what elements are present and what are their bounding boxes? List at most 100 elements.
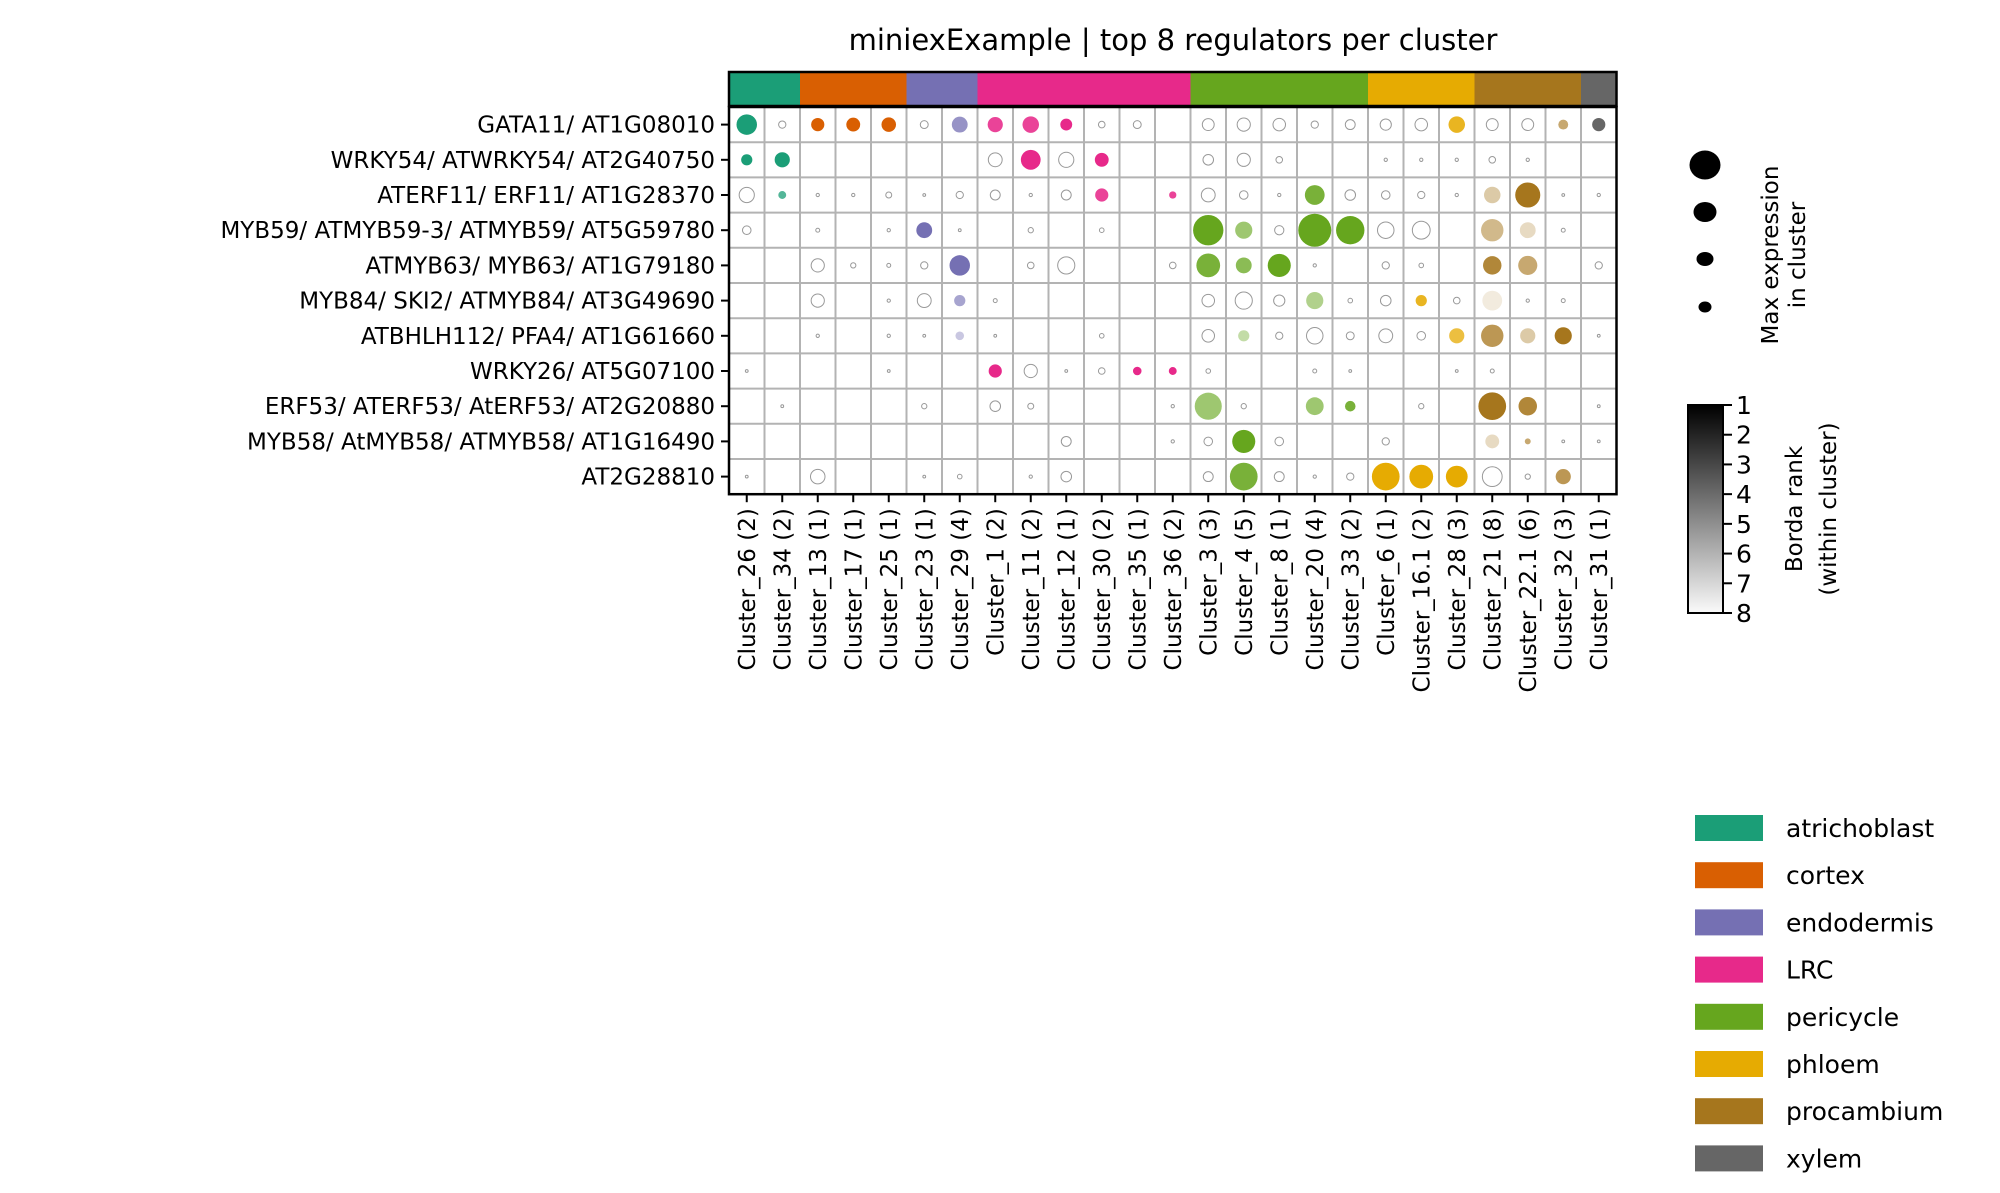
- dot-ranked: [1484, 186, 1501, 204]
- dot-unranked: [989, 189, 1001, 201]
- celltype-bar-segment: [800, 72, 837, 106]
- dot-unranked: [1027, 227, 1034, 234]
- row-labels: GATA11/ AT1G08010 WRKY54/ ATWRKY54/ AT2G4…: [220, 113, 729, 491]
- dot-ranked: [1304, 185, 1325, 205]
- dot-unranked: [993, 333, 998, 338]
- dot-unranked: [1312, 474, 1317, 479]
- legend-swatch: [1695, 815, 1763, 841]
- dot-unranked: [850, 262, 857, 269]
- dot-unranked: [989, 400, 1002, 412]
- legend-label: phloem: [1786, 1050, 1880, 1079]
- dot-unranked: [886, 228, 891, 233]
- dot-ranked: [1520, 328, 1536, 344]
- dot-unranked: [1524, 473, 1531, 480]
- dot-unranked: [1057, 256, 1076, 275]
- size-legend-dot: [1698, 301, 1712, 313]
- dot-unranked: [1345, 331, 1355, 341]
- row-label: GATA11/ AT1G08010: [477, 113, 715, 139]
- dot-ranked: [1481, 324, 1504, 348]
- celltype-bar-segment: [1332, 72, 1369, 106]
- dot-unranked: [1521, 118, 1535, 132]
- column-label: Cluster_13 (1): [806, 508, 832, 670]
- size-legend-dot: [1689, 150, 1721, 180]
- grid: [729, 107, 1617, 495]
- row-label: MYB84/ SKI2/ ATMYB84/ AT3G49690: [299, 289, 715, 315]
- dot-unranked: [810, 258, 825, 273]
- dot-unranked: [1168, 261, 1177, 270]
- dot-ranked: [987, 117, 1003, 133]
- dot-unranked: [1132, 120, 1142, 130]
- celltype-bar-segment: [1048, 72, 1085, 106]
- row-label: ERF53/ ATERF53/ AtERF53/ AT2G20880: [265, 394, 715, 420]
- dot-ranked: [1555, 469, 1571, 485]
- dot-unranked: [1454, 369, 1459, 373]
- chart-title: miniexExample | top 8 regulators per clu…: [849, 23, 1498, 57]
- dot-unranked: [1596, 404, 1601, 409]
- celltype-bar-segment: [1581, 72, 1618, 106]
- dot-unranked: [886, 333, 891, 338]
- celltype-bar-segment: [764, 72, 801, 106]
- dot-ranked: [1518, 396, 1537, 416]
- celltype-bar-segment: [1474, 72, 1511, 106]
- column-label: Cluster_6 (1): [1374, 508, 1400, 656]
- dot-unranked: [1098, 332, 1105, 339]
- column-label: Cluster_23 (1): [912, 508, 938, 670]
- celltype-bar-segment: [729, 72, 766, 106]
- dot-unranked: [810, 293, 825, 308]
- column-label: Cluster_26 (2): [735, 508, 761, 670]
- celltype-bar-segment: [1403, 72, 1440, 106]
- dot-unranked: [922, 193, 927, 197]
- dot-ranked: [988, 364, 1002, 378]
- dot-ranked: [1235, 257, 1252, 274]
- dot-ranked: [736, 114, 757, 135]
- colorbar-label: (within cluster): [1816, 422, 1842, 595]
- dot-unranked: [1274, 225, 1285, 236]
- dot-unranked: [1411, 220, 1431, 240]
- size-legend-label: Max expression: [1758, 166, 1784, 345]
- column-label: Cluster_21 (8): [1480, 508, 1506, 670]
- row-label: AT2G28810: [581, 465, 715, 491]
- dot-unranked: [1377, 221, 1395, 239]
- dot-ranked: [1371, 462, 1400, 491]
- dot-ranked: [1336, 216, 1365, 245]
- dot-ranked: [881, 117, 897, 132]
- dot-unranked: [1418, 403, 1425, 410]
- dot-unranked: [1238, 190, 1249, 200]
- dot-unranked: [1454, 157, 1459, 162]
- column-label: Cluster_29 (4): [948, 508, 974, 670]
- dot-ranked: [846, 117, 861, 132]
- dot-ranked: [811, 118, 825, 132]
- dot-unranked: [1596, 192, 1601, 198]
- dots: [727, 105, 1618, 496]
- dot-unranked: [1525, 157, 1530, 162]
- dot-ranked: [951, 116, 968, 133]
- dot-unranked: [1202, 471, 1214, 483]
- colorbar-tick-label: 7: [1736, 569, 1752, 598]
- dot-unranked: [1170, 404, 1175, 409]
- dot-unranked: [1489, 368, 1495, 374]
- rank-colorbar-rect: [1687, 404, 1724, 614]
- dot-unranked: [1419, 157, 1424, 162]
- dot-ranked: [1448, 116, 1465, 133]
- dot-unranked: [1417, 190, 1426, 200]
- dot-unranked: [1312, 368, 1318, 374]
- dot-ranked: [1445, 465, 1468, 488]
- dot-unranked: [1026, 261, 1035, 270]
- column-label: Cluster_34 (2): [770, 508, 796, 670]
- dot-unranked: [955, 190, 964, 200]
- dot-unranked: [916, 293, 932, 309]
- dot-unranked: [1378, 328, 1394, 344]
- dot-unranked: [886, 262, 892, 268]
- dot-unranked: [1454, 192, 1459, 198]
- dot-unranked: [1347, 297, 1354, 304]
- size-legend: Max expression in cluster: [1689, 150, 1811, 345]
- dot-unranked: [1348, 369, 1353, 373]
- row-label: WRKY26/ AT5G07100: [470, 359, 715, 385]
- dot-ranked: [1235, 221, 1253, 239]
- size-legend-label: in cluster: [1785, 201, 1811, 308]
- dot-unranked: [1485, 118, 1499, 132]
- legend-label: endodermis: [1786, 908, 1934, 937]
- dot-unranked: [1202, 154, 1215, 166]
- size-legend-dot: [1693, 202, 1717, 222]
- legend-swatch: [1695, 1098, 1763, 1125]
